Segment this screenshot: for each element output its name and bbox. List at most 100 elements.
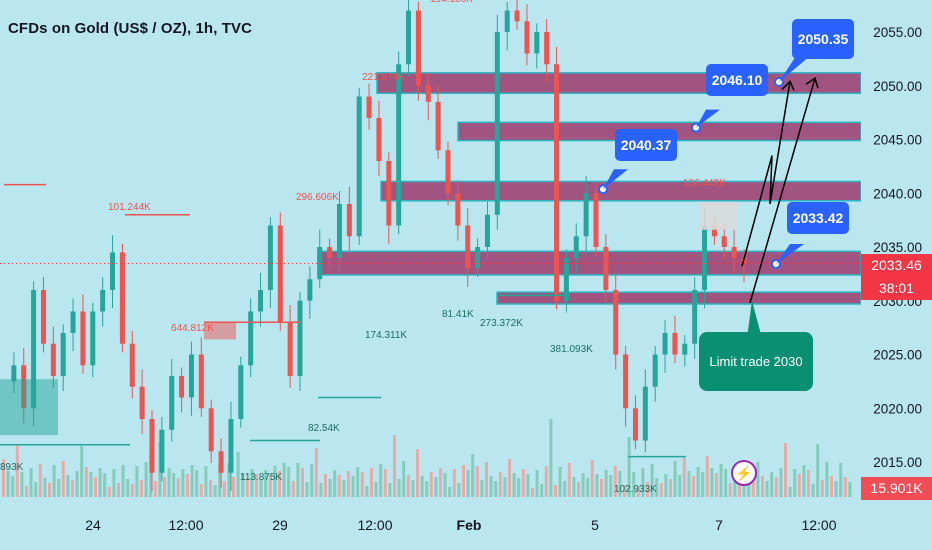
supply-box — [204, 322, 236, 340]
volume-bar — [489, 476, 493, 497]
candle-body — [110, 252, 116, 290]
annotation-pointer — [776, 243, 804, 264]
volume-bar — [337, 475, 341, 497]
volume-bar — [710, 468, 714, 497]
volume-bar — [411, 480, 415, 497]
candle-body — [31, 290, 37, 409]
price-tick-label: 2045.00 — [873, 133, 922, 148]
volume-bar — [655, 478, 659, 497]
volume-labels: 101.244K 221.874K 296.606K 644.812K 174.311K… — [0, 0, 726, 495]
annotation-2050-35[interactable]: 2050.35 — [792, 19, 854, 59]
volume-bar — [434, 477, 438, 497]
volume-bar — [259, 479, 263, 497]
volume-label: 273.372K — [480, 318, 523, 329]
volume-bar — [636, 486, 640, 497]
time-tick-label: 12:00 — [168, 517, 203, 533]
volume-bar — [692, 476, 695, 497]
volume-bar — [577, 482, 580, 497]
volume-bar — [268, 475, 272, 497]
candle-body — [642, 386, 648, 441]
volume-bar — [466, 470, 470, 497]
volume-bar — [126, 479, 130, 497]
volume-bar — [761, 476, 764, 497]
candle-body — [356, 96, 362, 237]
volume-label: 81.41K — [442, 309, 474, 320]
volume-bar — [820, 480, 824, 497]
volume-bar — [751, 480, 755, 497]
volume-bar — [204, 466, 208, 497]
volume-bar — [222, 481, 226, 497]
price-tick-label: 2040.00 — [873, 186, 922, 201]
candle-body — [573, 236, 579, 258]
volume-bar — [48, 483, 51, 497]
candle-body — [248, 311, 254, 366]
candle-body — [455, 193, 461, 226]
volume-bar — [255, 474, 258, 497]
volume-bar — [172, 473, 176, 497]
volume-bar — [319, 483, 323, 497]
candle-body — [613, 290, 619, 355]
volume-bar — [834, 481, 838, 497]
volume-bar — [816, 444, 820, 497]
volume-bar — [328, 479, 332, 497]
annotation-2046-10[interactable]: 2046.10 — [706, 64, 768, 96]
volume-bar — [264, 470, 268, 497]
time-tick-label: 7 — [715, 517, 723, 533]
annotation-pointer — [779, 55, 810, 82]
volume-bar — [25, 486, 28, 497]
volume-bar — [673, 461, 677, 497]
volume-bar — [374, 482, 378, 497]
volume-bar — [646, 482, 649, 497]
volume-bar — [218, 467, 222, 497]
volume-label: 82.54K — [308, 423, 340, 434]
lightning-bolt-icon[interactable]: ⚡ — [731, 460, 757, 486]
annotation-2040-37[interactable]: 2040.37 — [615, 129, 677, 161]
candle-body — [563, 257, 569, 301]
price-tick-label: 2035.00 — [873, 240, 922, 255]
annotation-2033-42[interactable]: 2033.42 — [787, 202, 849, 234]
volume-bar — [494, 481, 498, 497]
volume-tag: 15.901K — [861, 477, 932, 500]
volume-bar — [163, 477, 166, 497]
volume-bar — [43, 478, 47, 497]
volume-bar — [356, 467, 360, 497]
candle-body — [169, 376, 175, 430]
volume-bar — [788, 487, 792, 497]
volume-bar — [678, 475, 682, 497]
volume-bar — [66, 475, 70, 497]
volume-bar — [439, 468, 442, 497]
candle-body — [11, 365, 17, 382]
volume-bar — [149, 454, 153, 497]
volume-bar — [103, 473, 107, 497]
candle-body — [711, 225, 717, 237]
volume-bar — [738, 479, 741, 497]
volume-bar — [779, 468, 783, 497]
volume-label: 113.875K — [240, 472, 282, 483]
volume-bar — [531, 488, 534, 497]
limit-trade-callout[interactable]: Limit trade 2030 — [699, 332, 813, 391]
volume-bar — [839, 463, 843, 497]
volume-bar — [250, 469, 254, 497]
volume-bar — [848, 482, 852, 497]
volume-bar — [623, 485, 626, 497]
volume-bar — [503, 477, 507, 497]
volume-bar — [544, 466, 548, 497]
volume-bar — [567, 463, 571, 497]
volume-bar — [535, 470, 539, 497]
zone-rect — [380, 180, 862, 202]
candle-body — [435, 101, 441, 151]
volume-bar — [71, 480, 74, 497]
volume-bar — [153, 481, 157, 497]
current-price-tag: 2033.46 — [861, 254, 932, 277]
candle-body — [238, 365, 244, 419]
volume-bar — [94, 477, 97, 497]
volume-bar — [236, 452, 240, 497]
volume-bar — [379, 464, 383, 497]
volume-bar — [29, 468, 33, 497]
candle-body — [534, 32, 540, 54]
volume-bar — [448, 487, 452, 497]
candle-body — [346, 204, 352, 237]
candle-body — [593, 193, 599, 247]
volume-bar — [144, 462, 148, 497]
